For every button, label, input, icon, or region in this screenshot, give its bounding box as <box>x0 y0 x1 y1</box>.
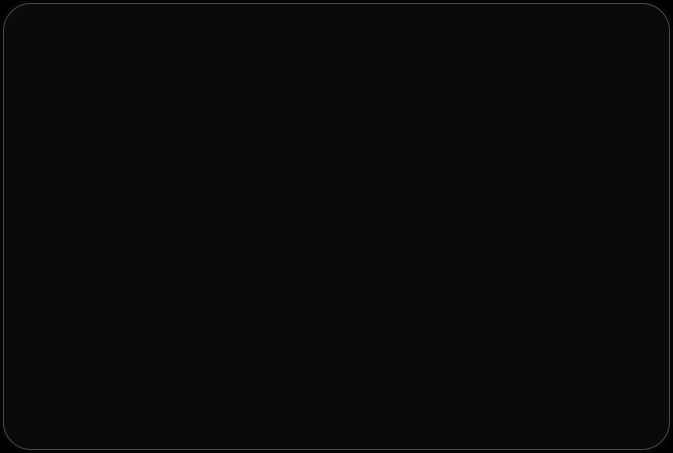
buy-sell-tab-bar: Buy Sell <box>485 288 659 306</box>
orderbook-row-bid-4[interactable] <box>498 259 646 268</box>
market-header-bar: Spot Trading <box>14 48 659 88</box>
slider-stop-50[interactable] <box>105 318 110 324</box>
slider-track[interactable] <box>24 316 179 326</box>
orderbook-row-ask-7[interactable] <box>498 195 646 204</box>
orderbook-row-ask-1[interactable] <box>498 119 646 127</box>
toolbar-divider <box>273 92 274 104</box>
orderbook-both-icon[interactable] <box>498 96 513 111</box>
tab-filter-2[interactable] <box>428 405 470 413</box>
nav-item-1[interactable] <box>191 24 223 34</box>
order-form-fields <box>485 320 659 398</box>
orderbook-row-ask-3[interactable] <box>498 144 646 153</box>
nav-item-3[interactable] <box>299 24 331 34</box>
logo-glyph-x <box>53 22 64 36</box>
pair-avatar <box>229 60 246 76</box>
stat-24h-volume <box>522 60 553 76</box>
stat-24h-low <box>464 60 495 76</box>
timeframe-7[interactable] <box>171 94 187 102</box>
spot-trading-dropdown[interactable]: Spot Trading <box>27 57 103 79</box>
toolbar-divider <box>375 92 376 104</box>
global-search-input[interactable] <box>78 21 173 37</box>
timeframe-8[interactable] <box>195 94 211 102</box>
orderbook-mode-switcher <box>485 88 659 117</box>
compare-icon[interactable] <box>350 93 363 104</box>
bottom-panel-left[interactable] <box>26 425 259 443</box>
timeframe-10[interactable] <box>243 94 259 102</box>
orderbook-bids-icon[interactable] <box>519 96 534 111</box>
settings-icon[interactable] <box>439 93 452 104</box>
trading-pair-select[interactable] <box>114 57 212 79</box>
pencil-icon[interactable] <box>401 93 414 104</box>
tab-order-history[interactable] <box>84 405 124 413</box>
toolbar-divider <box>324 92 325 104</box>
camera-icon[interactable] <box>420 93 433 104</box>
chart-area[interactable] <box>14 109 484 443</box>
stat-price-change <box>352 60 379 76</box>
slider-stop-75[interactable] <box>145 318 150 324</box>
stat-24h-high <box>406 60 437 76</box>
stat-24h-turnover <box>580 60 609 76</box>
tab-sell[interactable]: Sell <box>609 297 623 306</box>
wave-icon[interactable] <box>382 93 395 104</box>
slider-handle[interactable] <box>24 316 34 326</box>
slider-line <box>29 320 179 322</box>
orderbook-panel: Buy Sell <box>484 88 659 406</box>
svg-text:fx: fx <box>332 94 338 103</box>
timeframe-9[interactable] <box>219 94 235 102</box>
logo-glyph-k <box>40 22 51 36</box>
orderbook-rows <box>485 117 659 268</box>
fullscreen-icon[interactable] <box>458 93 471 104</box>
top-navigation-bar <box>14 10 659 48</box>
tab-filter-1[interactable] <box>372 405 414 413</box>
timeframe-1[interactable] <box>27 94 43 102</box>
active-tab-underline <box>499 288 561 290</box>
spot-trading-label: Spot Trading <box>35 63 84 73</box>
logo-glyph-o <box>27 22 38 36</box>
candlestick-chart[interactable] <box>14 109 484 324</box>
timeframe-5[interactable] <box>123 94 139 102</box>
orderbook-row-ask-5[interactable] <box>498 170 646 179</box>
nav-item-5[interactable] <box>407 24 439 34</box>
bottom-panel-right[interactable] <box>266 425 478 443</box>
orderbook-row-last-price[interactable] <box>498 208 646 219</box>
order-price-field[interactable] <box>493 320 652 339</box>
tab-open-orders[interactable] <box>28 405 74 421</box>
orderbook-row-bid-3[interactable] <box>498 246 646 255</box>
timeframe-2[interactable] <box>51 94 67 102</box>
line-chart-icon[interactable] <box>299 93 312 104</box>
nav-item-4[interactable] <box>353 24 385 34</box>
chevron-down-icon <box>88 66 95 70</box>
app-screen: Spot Trading <box>14 10 659 443</box>
orderbook-row-ask-6[interactable] <box>498 182 646 191</box>
bottom-panels <box>14 425 484 443</box>
nav-item-2[interactable] <box>245 24 277 34</box>
orderbook-row-ask-4[interactable] <box>498 157 646 166</box>
orders-tab-bar <box>14 395 484 423</box>
timeframe-3[interactable] <box>75 94 91 102</box>
candlestick-icon[interactable] <box>280 93 293 104</box>
order-amount-slider[interactable] <box>14 316 189 326</box>
timeframe-6[interactable] <box>147 94 163 102</box>
orderbook-row-ask-2[interactable] <box>498 131 646 140</box>
place-buy-order-button[interactable] <box>484 430 659 443</box>
order-amount-field[interactable] <box>493 346 652 365</box>
orderbook-asks-icon[interactable] <box>540 96 555 111</box>
okx-logo-icon[interactable] <box>27 22 64 36</box>
orderbook-row-bid-1[interactable] <box>498 221 646 230</box>
chevron-down-icon <box>197 66 204 70</box>
order-total-field[interactable] <box>493 372 652 391</box>
volume-histogram <box>30 343 432 389</box>
panel-divider <box>484 406 659 407</box>
slider-stop-25[interactable] <box>65 318 70 324</box>
last-price-value <box>251 60 325 76</box>
depth-chart-overlay <box>425 115 483 341</box>
indicators-icon[interactable]: fx <box>331 93 344 104</box>
orderbook-row-bid-2[interactable] <box>498 234 646 243</box>
tab-buy[interactable]: Buy <box>521 297 536 306</box>
timeframe-4[interactable] <box>99 94 115 102</box>
